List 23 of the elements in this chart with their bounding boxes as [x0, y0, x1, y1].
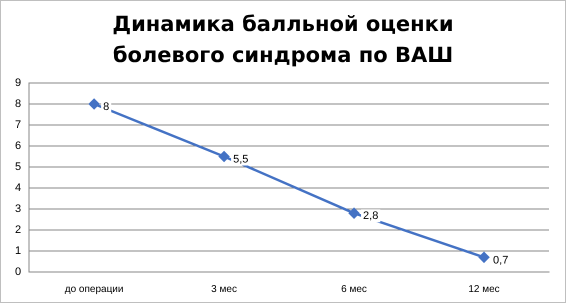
x-tick-label: до операции	[64, 284, 124, 295]
point	[348, 208, 360, 218]
y-tick-label: 1	[14, 245, 22, 258]
y-tick-label: 9	[14, 77, 22, 90]
y-tick-label: 4	[14, 182, 22, 194]
chart-title: Динамика балльной оценки болевого синдрома по ВАШ	[111, 11, 455, 69]
x-tick-label: 6 мес	[341, 284, 367, 295]
data-label: 8	[103, 101, 110, 114]
data-label: 5,5	[233, 154, 248, 166]
y-tick-label: 5	[14, 161, 22, 174]
y-tick-label: 7	[14, 119, 22, 132]
y-tick-label: 2	[14, 224, 22, 236]
y-tick-label: 0	[14, 266, 22, 278]
data-label: 2,8	[363, 210, 378, 222]
point	[478, 252, 490, 263]
x-tick-label: 3 мес	[211, 284, 237, 295]
point	[218, 151, 230, 162]
point	[88, 98, 100, 110]
y-tick-label: 6	[14, 140, 22, 152]
y-tick-label: 3	[14, 203, 22, 216]
x-tick-label: 12 мес	[468, 284, 500, 295]
data-label: 0,7	[493, 254, 508, 266]
y-tick-label: 8	[14, 98, 22, 110]
